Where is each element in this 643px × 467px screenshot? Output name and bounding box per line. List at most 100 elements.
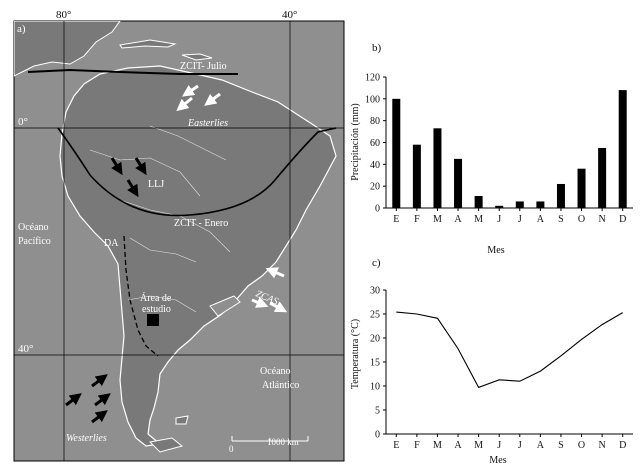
chart-b-x-tick-label: J (518, 214, 522, 225)
label-zcit-julio: ZCIT- Julio (180, 61, 227, 72)
westerlies-arrow (94, 393, 111, 407)
lon-label-80: 80° (56, 9, 71, 21)
label-area-estudio-1: Área de (140, 292, 172, 304)
rio-de-la-plata (209, 295, 241, 317)
label-oceano-atlantico-2: Atlántico (262, 380, 299, 391)
label-oceano-atlantico-1: Océano (260, 366, 291, 377)
easterlies-arrow (182, 84, 199, 97)
chart-b-ylabel: Precipitación (mm) (350, 103, 361, 180)
lat-label-0: 0° (18, 116, 28, 128)
scale-start-label: 0 (229, 444, 234, 454)
scale-end-label: 1000 km (267, 437, 299, 447)
chart-c-x-tick-label: A (454, 440, 462, 451)
chart-c-y-tick-label: 5 (375, 406, 380, 417)
zcas-arrow (251, 296, 269, 308)
chart-b-x-tick-label: E (393, 214, 399, 225)
precipitation-bar (495, 205, 504, 208)
panel-label-a: a) (17, 23, 26, 35)
chart-c-x-tick-label: M (433, 440, 442, 451)
chart-b-x-tick-label: F (414, 214, 420, 225)
llj-arrow (110, 157, 123, 176)
chart-b-x-tick-label: S (558, 214, 564, 225)
easterlies-arrow (204, 92, 221, 106)
label-easterlies: Easterlies (187, 118, 228, 129)
north-america-landmass (14, 21, 121, 77)
chart-b-x-tick-label: O (578, 214, 585, 225)
precipitation-bar (618, 90, 627, 208)
precipitation-bar (454, 158, 463, 208)
label-oceano-pacifico-1: Océano (18, 222, 49, 233)
label-llj: LLJ (148, 179, 164, 190)
precipitation-bar (536, 201, 545, 208)
precipitation-chart: b) 0 20 40 60 80 100 120 E F M A M J J A S O N D Precipita… (350, 42, 633, 256)
precipitation-bar (556, 183, 565, 208)
chart-b-x-tick-label: A (454, 214, 462, 225)
label-zcit-enero: ZCIT - Enero (174, 218, 228, 229)
falkland-islands (175, 415, 189, 425)
chart-c-y-tick-label: 10 (370, 382, 380, 393)
tierra-del-fuego (148, 437, 184, 453)
precipitation-bar (515, 201, 524, 208)
south-america-landmass (59, 65, 337, 447)
chart-c-x-tick-label: M (474, 440, 483, 451)
chart-b-x-tick-label: M (474, 214, 483, 225)
westerlies-arrow (91, 410, 108, 424)
da-dashed-line (123, 235, 159, 357)
chart-b-y-tick-label: 0 (375, 204, 380, 215)
map-panel: a) 80° 40° 0° 40° ZCIT- Julio Easterlie (13, 9, 345, 462)
label-area-estudio-2: estudio (142, 304, 171, 315)
precipitation-bar (577, 168, 586, 208)
zcit-julio-line (27, 68, 238, 75)
llj-arrow (134, 157, 147, 176)
chart-b-x-tick-label: J (497, 214, 501, 225)
temperature-line (396, 311, 623, 389)
chart-b-y-tick-label: 80 (370, 116, 380, 127)
llj-arrow (126, 179, 139, 198)
precipitation-bar (412, 144, 421, 208)
chart-c-y-tick-label: 30 (370, 286, 380, 297)
chart-c-x-tick-label: J (518, 440, 522, 451)
chart-c-y-tick-label: 25 (370, 310, 380, 321)
label-da: DA (104, 238, 119, 249)
zcas-arrow (269, 301, 288, 313)
label-oceano-pacifico-2: Pacífico (18, 236, 51, 247)
lon-label-40: 40° (282, 9, 297, 21)
chart-b-y-tick-label: 60 (370, 138, 380, 149)
label-westerlies: Westerlies (66, 433, 107, 444)
zcit-enero-line (57, 127, 337, 217)
easterlies-arrow (176, 96, 193, 112)
study-area-marker (147, 314, 159, 326)
chart-b-x-tick-label: N (599, 214, 606, 225)
chart-b-x-tick-label: D (619, 214, 626, 225)
chart-c-x-tick-label: A (537, 440, 545, 451)
westerlies-arrow (91, 374, 108, 388)
chart-c-y-tick-label: 0 (375, 430, 380, 441)
westerlies-arrow (65, 393, 82, 407)
panel-label-b: b) (372, 42, 382, 54)
scale-bar: 0 1000 km (229, 436, 309, 454)
panel-label-c: c) (372, 257, 381, 269)
chart-b-y-tick-label: 20 (370, 182, 380, 193)
precipitation-bar (433, 128, 442, 208)
chart-b-x-tick-label: A (537, 214, 545, 225)
chart-c-x-tick-label: S (558, 440, 564, 451)
lat-label-40: 40° (18, 343, 33, 355)
precipitation-bar (392, 98, 401, 208)
chart-c-y-tick-label: 15 (370, 358, 380, 369)
chart-b-y-tick-label: 40 (370, 160, 380, 171)
chart-c-x-tick-label: J (497, 440, 501, 451)
precipitation-bar (474, 195, 483, 208)
chart-b-y-tick-label: 120 (365, 73, 380, 84)
chart-b-xlabel: Mes (487, 245, 504, 256)
chart-c-x-tick-label: E (393, 440, 399, 451)
chart-c-x-tick-label: D (619, 440, 626, 451)
chart-c-series (396, 311, 623, 389)
chart-c-axes: 0 5 10 15 20 25 30 E F M A M J J A S O N D (370, 286, 633, 451)
chart-b-y-tick-label: 100 (365, 94, 380, 105)
temperature-chart: c) 0 5 10 15 20 25 30 E F M A M J J A S O N D Temperatura … (350, 257, 633, 466)
chart-c-ylabel: Temperatura (°C) (350, 319, 361, 389)
zcas-arrow (265, 267, 285, 279)
chart-b-x-tick-label: M (433, 214, 442, 225)
chart-b-bars (392, 90, 627, 208)
chart-c-x-tick-label: F (414, 440, 420, 451)
